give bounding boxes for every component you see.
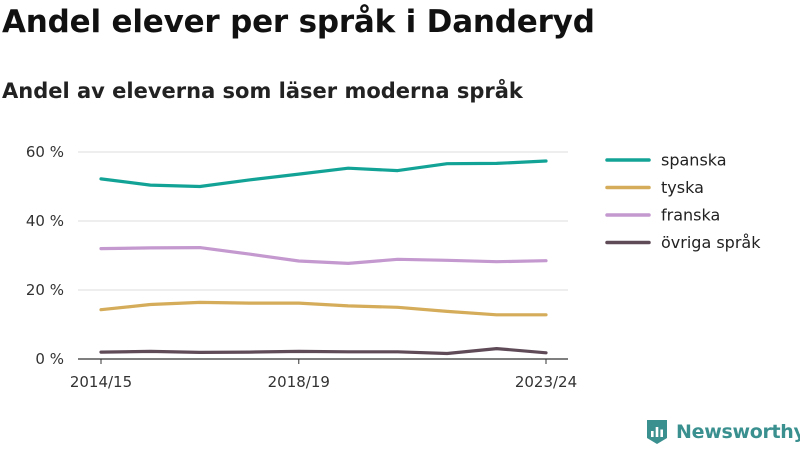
legend-label: tyska <box>661 178 704 197</box>
series-line-övriga-språk <box>99 347 548 356</box>
brand-logo: Newsworthy <box>645 418 800 446</box>
chart-title: Andel elever per språk i Danderyd <box>2 4 595 40</box>
series-line-franska <box>99 246 548 265</box>
x-tick-label: 2023/24 <box>515 373 577 391</box>
legend-label: övriga språk <box>661 233 761 252</box>
legend-label: franska <box>661 206 720 225</box>
newsworthy-logo-icon <box>647 420 667 444</box>
series-line-tyska <box>99 300 548 317</box>
y-tick-label: 0 % <box>35 350 64 368</box>
axes: 0 % 20 % 40 % 60 % 2014/15 2018/19 2023/24 <box>26 143 577 391</box>
legend-label: spanska <box>661 151 727 170</box>
series-lines <box>99 159 548 356</box>
x-tick-label: 2018/19 <box>268 373 330 391</box>
chart-subtitle: Andel av eleverna som läser moderna språ… <box>2 79 523 103</box>
y-tick-label: 20 % <box>26 281 64 299</box>
gridlines <box>78 151 568 291</box>
brand-name: Newsworthy <box>676 421 800 443</box>
x-tick-label: 2014/15 <box>70 373 132 391</box>
y-tick-label: 40 % <box>26 212 64 230</box>
series-line-spanska <box>99 159 548 189</box>
legend: spanska tyska franska övriga språk <box>605 151 761 252</box>
y-tick-label: 60 % <box>26 143 64 161</box>
